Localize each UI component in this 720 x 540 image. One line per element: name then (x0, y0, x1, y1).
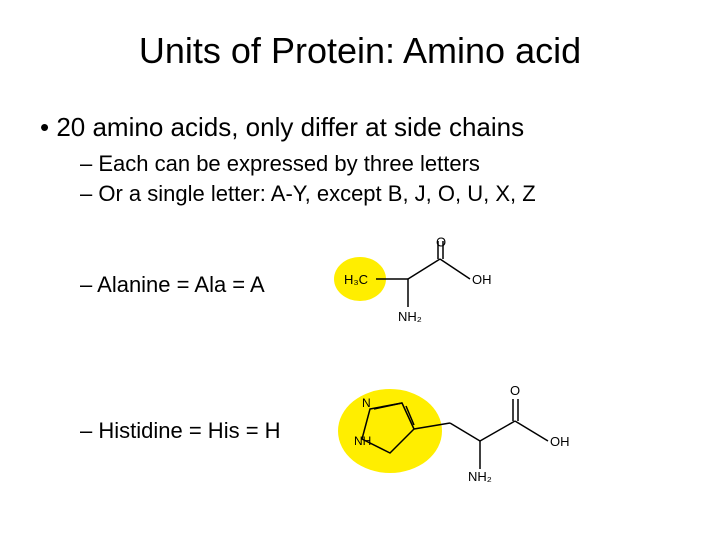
svg-text:O: O (510, 383, 520, 398)
sub-bullet-1: Each can be expressed by three letters (80, 151, 690, 177)
svg-text:OH: OH (550, 434, 570, 449)
sub-bullet-2: Or a single letter: A-Y, except B, J, O,… (80, 181, 690, 207)
slide-title: Units of Protein: Amino acid (30, 30, 690, 72)
example-histidine: Histidine = His = H NH N NH₂ O (80, 373, 690, 489)
svg-text:OH: OH (472, 272, 492, 287)
svg-text:NH₂: NH₂ (398, 309, 422, 324)
alanine-structure-icon: H₃C NH₂ OH O O (330, 237, 510, 333)
main-bullet: 20 amino acids, only differ at side chai… (40, 112, 690, 143)
svg-text:NH₂: NH₂ (468, 469, 492, 483)
histidine-structure-icon: NH N NH₂ O OH (330, 373, 590, 489)
svg-text:O: O (436, 237, 446, 240)
svg-text:NH: NH (354, 434, 371, 448)
example-histidine-text: Histidine = His = H (80, 418, 320, 444)
svg-text:H₃C: H₃C (344, 272, 368, 287)
example-alanine-text: Alanine = Ala = A (80, 272, 320, 298)
svg-text:N: N (362, 396, 371, 410)
example-alanine: Alanine = Ala = A H₃C NH₂ OH O O (80, 237, 690, 333)
